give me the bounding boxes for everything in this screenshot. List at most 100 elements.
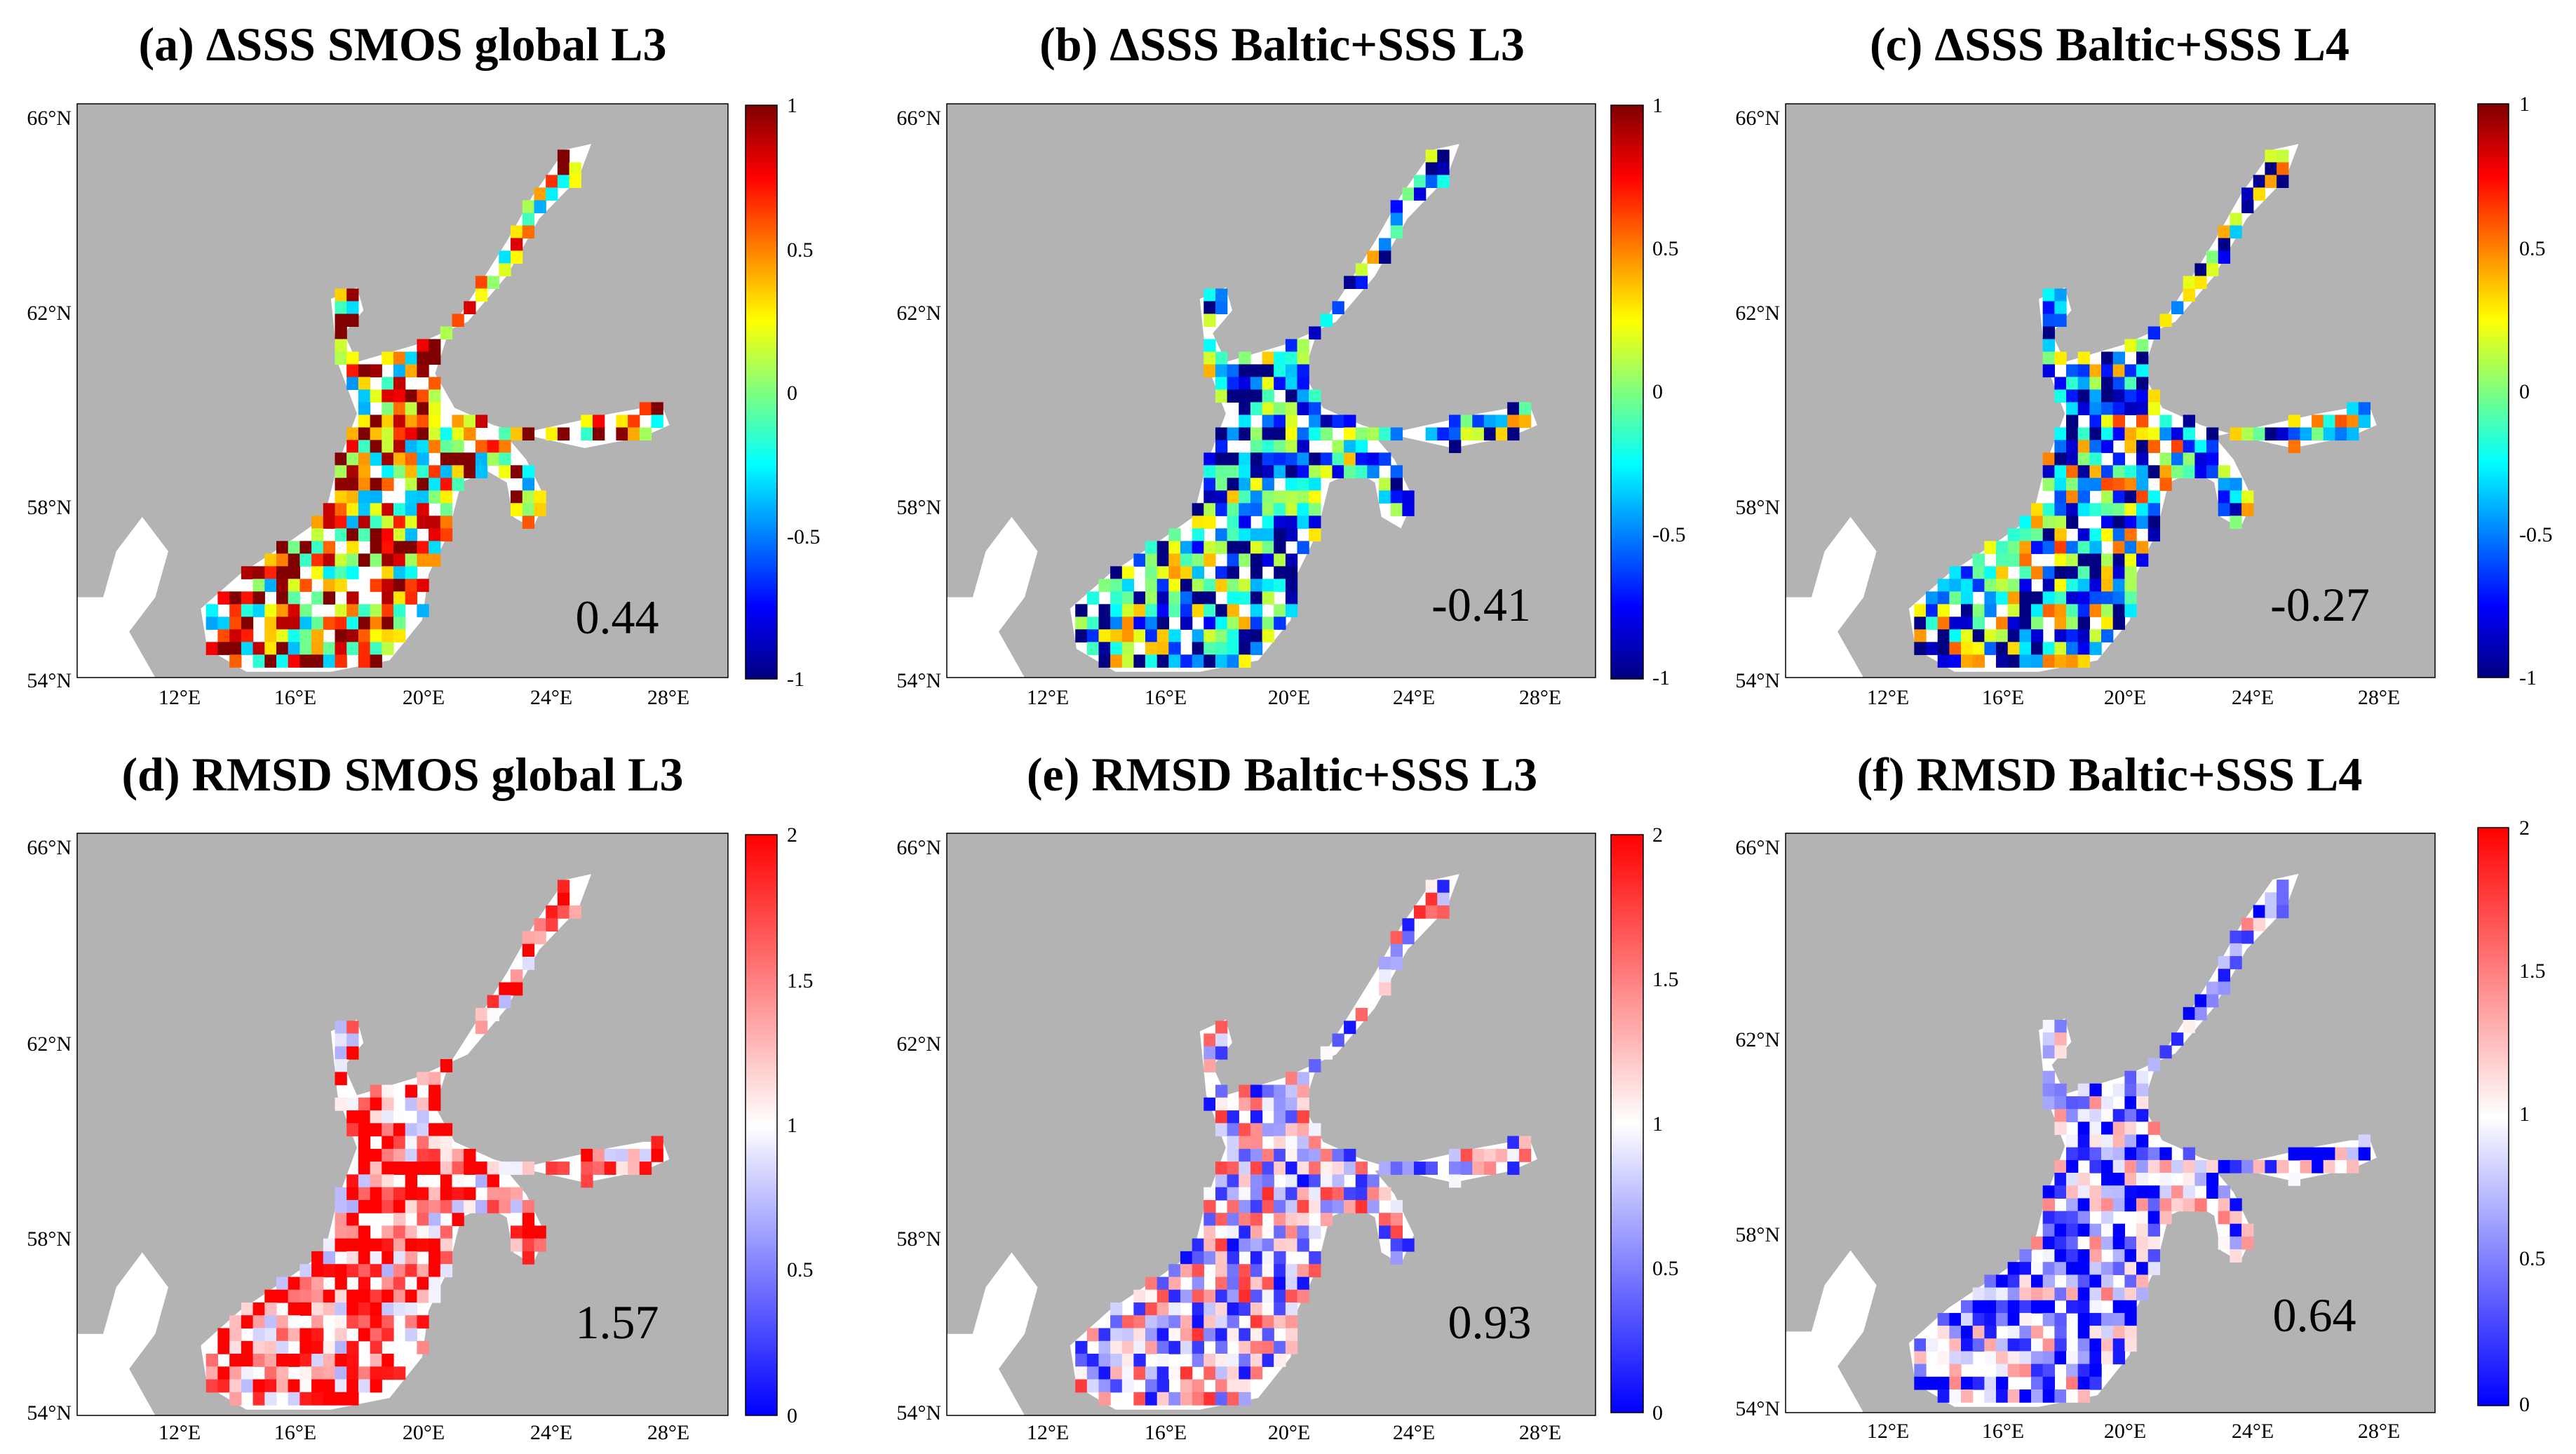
grid-cell: [1937, 629, 1950, 642]
grid-cell: [2089, 1287, 2102, 1301]
lat-label: 66°N: [896, 836, 941, 859]
grid-cell: [1250, 1148, 1263, 1162]
colorbar-tick-label: -0.5: [2519, 523, 2553, 546]
grid-cell: [346, 642, 359, 655]
grid-cell: [1984, 1312, 1997, 1326]
grid-cell: [382, 1174, 394, 1188]
grid-cell: [1297, 351, 1309, 365]
grid-cell: [2042, 1312, 2055, 1326]
grid-cell: [1203, 288, 1216, 302]
grid-cell: [393, 427, 406, 440]
grid-cell: [475, 1008, 488, 1021]
grid-cell: [1309, 389, 1321, 403]
grid-cell: [1949, 1351, 1962, 1365]
grid-cell: [1507, 427, 1520, 440]
grid-cell: [1110, 579, 1123, 592]
lon-label: 28°E: [2358, 686, 2400, 709]
grid-cell: [370, 490, 382, 504]
grid-cell: [1239, 1097, 1251, 1111]
grid-cell: [2171, 452, 2184, 466]
grid-cell: [1996, 642, 2009, 655]
grid-cell: [252, 654, 265, 668]
grid-cell: [2031, 604, 2044, 617]
grid-cell: [1274, 1289, 1286, 1303]
grid-cell: [593, 427, 605, 440]
grid-cell: [276, 579, 289, 592]
grid-cell: [2101, 478, 2114, 491]
grid-cell: [1239, 1238, 1251, 1252]
grid-cell: [1227, 617, 1239, 630]
grid-cell: [299, 1340, 312, 1354]
grid-cell: [2124, 1326, 2137, 1339]
grid-cell: [1390, 503, 1403, 516]
grid-cell: [370, 452, 382, 466]
grid-cell: [2066, 654, 2079, 668]
grid-cell: [346, 1315, 359, 1329]
grid-cell: [1203, 579, 1216, 592]
grid-cell: [1262, 629, 1274, 642]
grid-cell: [1192, 1328, 1204, 1342]
grid-cell: [346, 1021, 359, 1035]
grid-cell: [358, 654, 371, 668]
grid-cell: [1145, 604, 1158, 617]
grid-cell: [2101, 377, 2114, 390]
grid-cell: [417, 1072, 429, 1086]
grid-cell: [2147, 1223, 2160, 1237]
grid-cell: [2159, 314, 2172, 327]
grid-cell: [2124, 528, 2137, 541]
grid-cell: [393, 1238, 406, 1252]
grid-cell: [1203, 1187, 1216, 1201]
grid-cell: [2300, 427, 2312, 440]
grid-cell: [1344, 1148, 1356, 1162]
grid-cell: [2042, 1185, 2055, 1199]
grid-cell: [2054, 553, 2067, 567]
grid-cell: [299, 1366, 312, 1380]
grid-cell: [1215, 1354, 1228, 1367]
grid-cell: [1250, 1340, 1263, 1354]
grid-cell: [1285, 1187, 1298, 1201]
grid-cell: [2077, 1300, 2090, 1314]
grid-cell: [546, 905, 558, 919]
grid-cell: [2007, 528, 2020, 541]
grid-cell: [2124, 339, 2137, 352]
grid-cell: [1075, 604, 1088, 617]
grid-cell: [2101, 566, 2114, 579]
grid-cell: [2241, 427, 2254, 440]
grid-cell: [1110, 566, 1123, 579]
grid-cell: [1320, 465, 1333, 478]
grid-cell: [2101, 402, 2114, 415]
grid-cell: [2101, 364, 2114, 377]
grid-cell: [452, 427, 464, 440]
grid-cell: [452, 1213, 464, 1227]
grid-cell: [405, 1148, 417, 1162]
grid-cell: [1309, 1174, 1321, 1188]
grid-cell: [346, 1379, 359, 1393]
grid-cell: [358, 1123, 371, 1137]
grid-cell: [581, 1174, 593, 1188]
grid-cell: [358, 1097, 371, 1111]
grid-cell: [1215, 1084, 1228, 1098]
grid-cell: [2054, 1032, 2067, 1046]
grid-cell: [2077, 1351, 2090, 1365]
grid-cell: [1156, 629, 1169, 642]
grid-cell: [1180, 617, 1193, 630]
grid-cell: [2171, 1159, 2184, 1173]
grid-cell: [417, 452, 429, 466]
grid-cell: [429, 1289, 441, 1303]
grid-cell: [2019, 579, 2032, 592]
grid-cell: [1156, 1328, 1169, 1342]
grid-cell: [2042, 1032, 2055, 1046]
grid-cell: [288, 1302, 300, 1316]
grid-cell: [205, 1379, 218, 1393]
grid-cell: [1355, 1008, 1368, 1021]
grid-cell: [1227, 516, 1239, 529]
grid-cell: [2077, 377, 2090, 390]
grid-cell: [1121, 654, 1135, 668]
grid-cell: [1203, 541, 1216, 554]
grid-cell: [2183, 465, 2195, 478]
grid-cell: [2171, 301, 2184, 314]
grid-cell: [405, 440, 417, 453]
grid-cell: [1937, 1389, 1950, 1403]
grid-cell: [557, 905, 570, 919]
grid-cell: [2019, 629, 2032, 642]
